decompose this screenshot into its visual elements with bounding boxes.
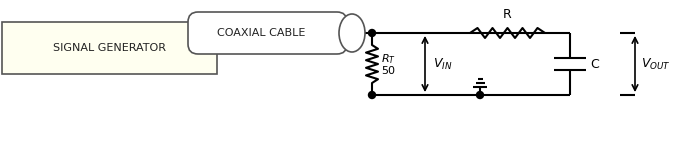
Circle shape — [477, 92, 484, 99]
Text: $V_{IN}$: $V_{IN}$ — [433, 57, 452, 72]
Circle shape — [368, 29, 375, 36]
Text: COAXIAL CABLE: COAXIAL CABLE — [217, 28, 306, 38]
Text: C: C — [590, 58, 598, 71]
FancyBboxPatch shape — [188, 12, 347, 54]
Text: $R_T$: $R_T$ — [381, 52, 396, 66]
Circle shape — [368, 92, 375, 99]
Text: $V_{OUT}$: $V_{OUT}$ — [641, 57, 671, 72]
Text: R: R — [503, 8, 512, 21]
Text: SIGNAL GENERATOR: SIGNAL GENERATOR — [53, 43, 166, 53]
Ellipse shape — [339, 14, 365, 52]
Text: 50: 50 — [381, 66, 395, 76]
FancyBboxPatch shape — [2, 22, 217, 74]
